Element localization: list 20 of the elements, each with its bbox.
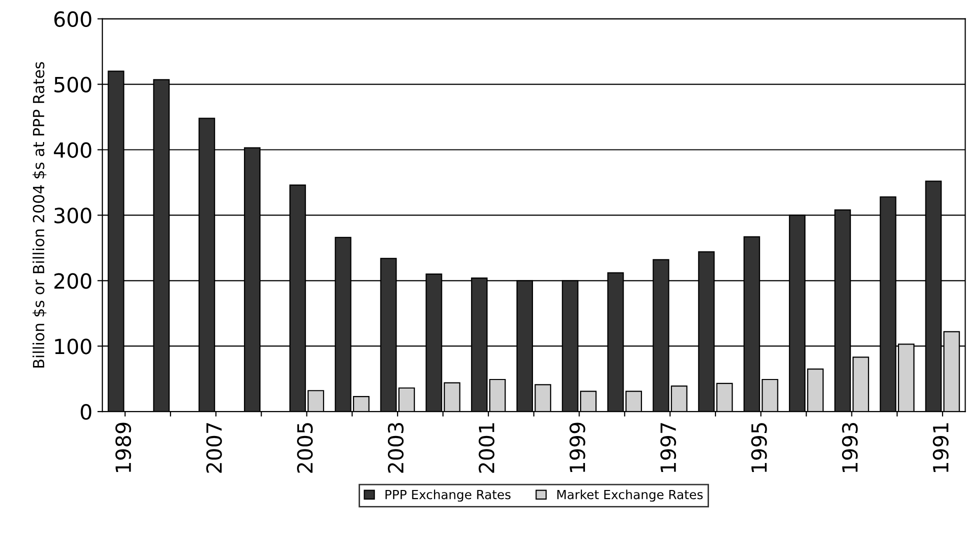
x-tick-label: 1991 xyxy=(932,423,949,472)
x-tick-label: 2003 xyxy=(388,422,404,473)
x-tick-label: 1997 xyxy=(660,423,676,472)
x-tick-label: 1989 xyxy=(115,422,132,472)
y-tick-label: 400 xyxy=(54,142,92,158)
y-tick-label: 600 xyxy=(54,11,92,28)
y-tick-label: 0 xyxy=(80,404,92,420)
y-tick-label: 500 xyxy=(54,76,92,92)
y-tick-label: 300 xyxy=(54,208,92,224)
x-tick-label: 1993 xyxy=(842,422,858,472)
y-tick-label: 100 xyxy=(55,338,92,354)
legend-label: PPP Exchange Rates xyxy=(386,490,511,502)
x-tick-label: 1999 xyxy=(570,422,586,472)
legend-label: Market Exchange Rates xyxy=(557,490,703,502)
x-tick-label: 2007 xyxy=(206,423,222,473)
x-tick-label: 2001 xyxy=(478,423,494,473)
y-tick-label: 200 xyxy=(54,273,92,289)
x-tick-label: 1995 xyxy=(751,423,767,472)
y-axis-title: Billion $s or Billion 2004 $s at PPP Rates xyxy=(32,62,46,368)
x-tick-label: 2005 xyxy=(297,423,313,473)
